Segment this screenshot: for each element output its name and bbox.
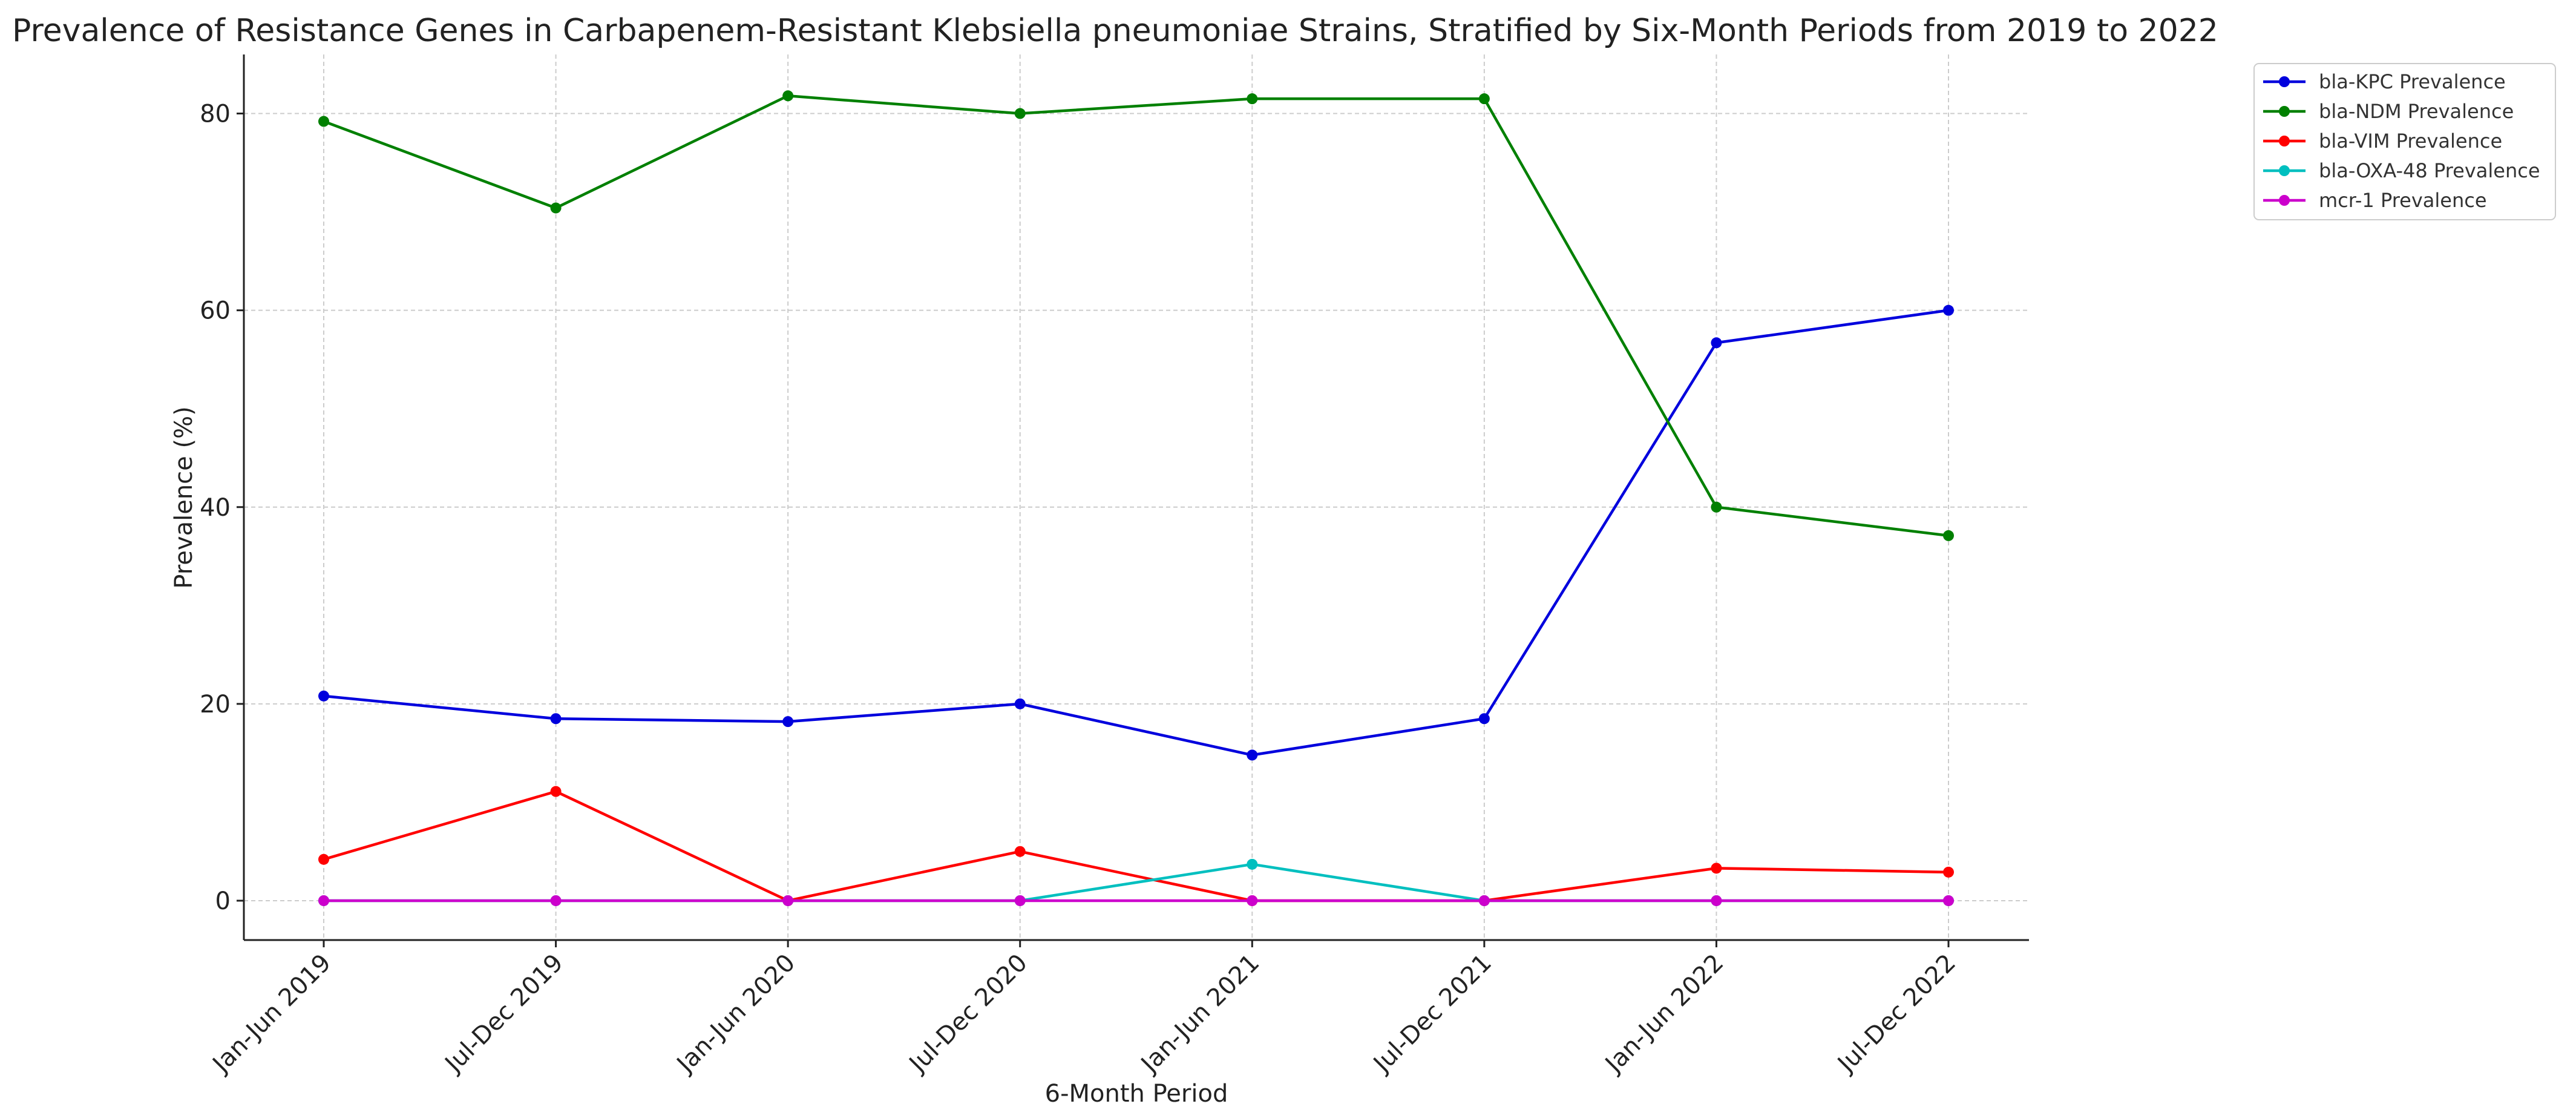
y-ticks: 0 20 40 60 80 [200,100,244,915]
legend-item: bla-NDM Prevalence [2263,100,2514,123]
y-tick-label: 0 [215,887,231,915]
data-point [1014,846,1026,857]
data-point [550,786,562,797]
data-point [1711,337,1722,349]
data-point [550,202,562,214]
data-point [1247,858,1258,870]
data-point [1014,698,1026,709]
legend-item: bla-KPC Prevalence [2263,70,2506,93]
series [318,90,1954,906]
x-tick-label: Jan-Jun 2020 [670,949,801,1079]
legend-label: bla-KPC Prevalence [2319,70,2506,93]
legend-swatch-marker [2279,106,2290,117]
series-line [323,94,1949,538]
legend: bla-KPC Prevalence bla-NDM Prevalence bla-… [2253,63,2556,220]
data-point [782,895,794,906]
legend-label: mcr-1 Prevalence [2319,189,2487,212]
y-tick-label: 40 [200,494,231,522]
x-tick-label: Jul-Dec 2019 [439,949,569,1079]
x-tick-label: Jan-Jun 2021 [1135,949,1265,1079]
data-point [1711,501,1722,513]
y-axis-label: Prevalence (%) [170,406,198,588]
legend-label: bla-NDM Prevalence [2319,100,2514,123]
x-axis-label: 6-Month Period [1045,1080,1228,1108]
legend-label: bla-VIM Prevalence [2319,130,2502,153]
data-point [1247,895,1258,906]
data-point [318,853,329,865]
data-point [318,116,329,127]
x-ticks: Jan-Jun 2019 Jul-Dec 2019 Jan-Jun 2020 Jul-… [206,940,1961,1079]
legend-item: bla-OXA-48 Prevalence [2263,159,2540,182]
data-point [1943,895,1954,906]
data-point [318,690,329,702]
series-2 [318,786,1954,906]
data-point [1711,863,1722,874]
data-point [1247,749,1258,761]
data-point [1711,895,1722,906]
series-line [323,309,1949,757]
y-tick-label: 60 [200,297,231,325]
data-point [550,713,562,725]
data-point [1478,895,1490,906]
data-point [1247,93,1258,105]
x-tick-label: Jan-Jun 2022 [1599,949,1729,1079]
chart-title: Prevalence of Resistance Genes in Carbap… [12,13,2218,49]
x-tick-label: Jul-Dec 2020 [903,949,1033,1079]
data-point [1478,93,1490,105]
legend-swatch-marker [2279,165,2290,176]
data-point [1014,108,1026,119]
series-4 [318,895,1954,906]
data-point [782,716,794,728]
legend-swatch-marker [2279,136,2290,146]
series-0 [318,304,1954,761]
y-tick-label: 20 [200,691,231,718]
legend-swatch-marker [2279,76,2290,87]
data-point [1943,530,1954,541]
series-1 [318,90,1954,541]
x-tick-label: Jul-Dec 2021 [1367,949,1497,1079]
data-point [1014,895,1026,906]
data-point [1943,304,1954,316]
legend-swatch-marker [2279,195,2290,206]
legend-box [2253,63,2556,220]
grid [244,54,2029,940]
series-line [323,790,1949,903]
data-point [1478,713,1490,725]
legend-item: mcr-1 Prevalence [2263,189,2487,212]
data-point [318,895,329,906]
legend-item: bla-VIM Prevalence [2263,130,2502,153]
x-tick-label: Jul-Dec 2022 [1831,949,1961,1079]
y-tick-label: 80 [200,100,231,128]
series-3 [318,858,1954,906]
data-point [782,90,794,102]
x-tick-label: Jan-Jun 2019 [206,949,336,1079]
axes [243,54,2029,941]
legend-label: bla-OXA-48 Prevalence [2319,159,2540,182]
data-point [550,895,562,906]
data-point [1943,866,1954,878]
